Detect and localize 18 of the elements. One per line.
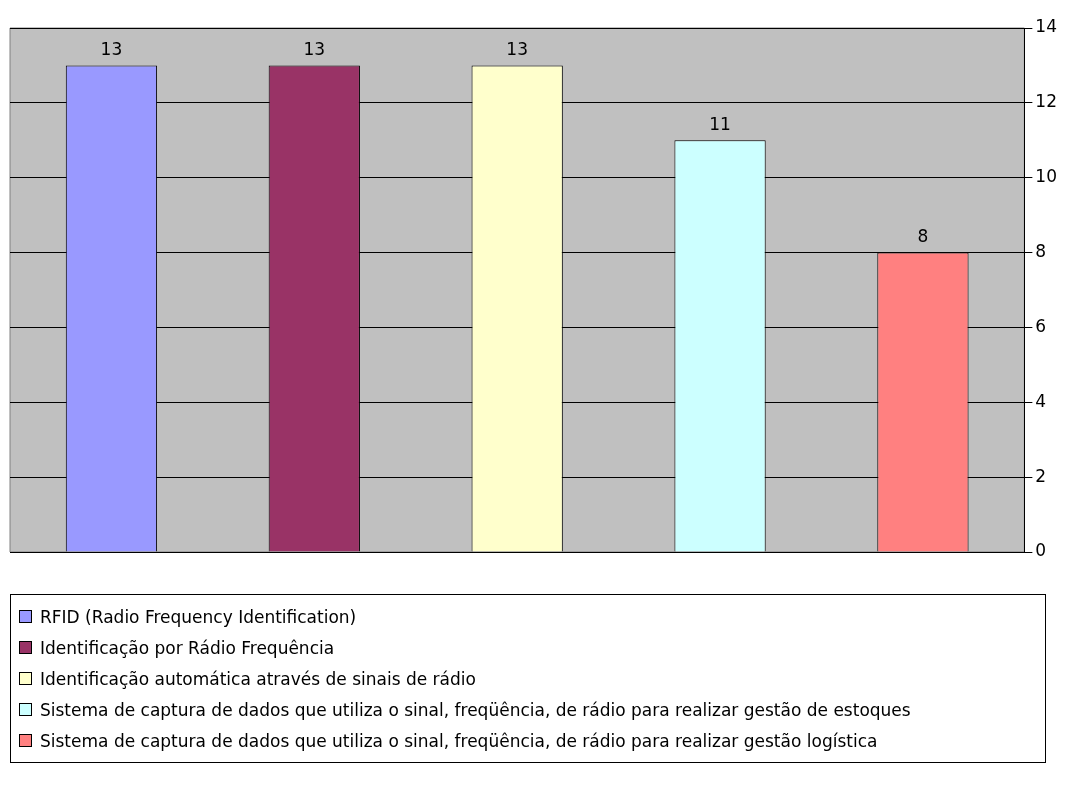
y-tick-label: 10 (1035, 166, 1058, 187)
y-tick-label: 12 (1035, 91, 1058, 112)
legend-label: RFID (Radio Frequency Identification) (40, 606, 357, 627)
data-label: 13 (506, 39, 528, 60)
y-tick-label: 8 (1035, 240, 1047, 261)
data-label: 8 (917, 226, 929, 247)
data-label: 13 (303, 39, 326, 60)
legend-label: Sistema de captura de dados que utiliza o sinal, freqüência, de rádio para realizar gestão de estoques (40, 699, 911, 720)
data-label: 13 (100, 39, 123, 60)
legend-label: Identificação por Rádio Frequência (40, 637, 335, 658)
y-tick-label: 2 (1035, 465, 1047, 486)
data-label: 11 (709, 114, 731, 135)
y-tick-label: 6 (1035, 315, 1047, 336)
y-tick-label: 4 (1035, 390, 1047, 411)
legend-label: Identificação automática através de sinais de rádio (40, 668, 476, 689)
legend-label: Sistema de captura de dados que utiliza o sinal, freqüência, de rádio para realizar gestão logística (40, 730, 878, 751)
y-tick-label: 0 (1035, 540, 1047, 561)
y-tick-label: 14 (1035, 16, 1058, 37)
